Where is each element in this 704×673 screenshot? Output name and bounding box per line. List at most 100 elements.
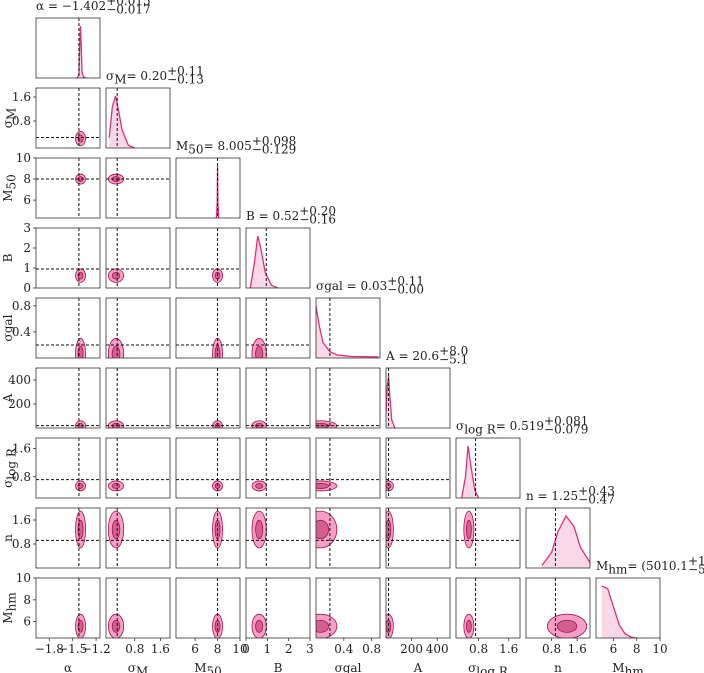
contour-1sigma	[465, 519, 472, 540]
x-tick-label: 6	[191, 642, 199, 656]
x-tick-label: −1.5	[58, 642, 87, 656]
panel	[246, 368, 310, 428]
contour-1sigma	[255, 483, 264, 489]
panel	[106, 298, 170, 358]
x-tick-label: 8	[633, 642, 641, 656]
panel-frame	[595, 577, 661, 639]
panel	[106, 508, 170, 568]
y-tick-label: 2	[23, 241, 31, 255]
marginal-area	[601, 586, 637, 638]
panel	[36, 88, 100, 148]
y-tick-label: 8	[23, 172, 31, 186]
panel-frame	[315, 297, 381, 359]
y-tick-label: 0.8	[12, 537, 31, 551]
panel-frame	[35, 297, 101, 359]
panel	[246, 438, 310, 498]
marginal-area	[250, 236, 278, 288]
panel-title: σ log R = 0.519 +0.081−0.079	[456, 414, 588, 437]
title-part: −0.129	[252, 143, 296, 157]
contour-1sigma	[214, 345, 221, 358]
title-part: +0.43	[578, 484, 615, 498]
title-part: = 0.20	[127, 69, 168, 83]
panel-frame	[315, 437, 381, 499]
panel	[316, 508, 380, 568]
contour-1sigma	[316, 483, 330, 489]
panel-frame	[35, 157, 101, 219]
y-tick-label: 6	[23, 193, 31, 207]
y-tick-label: 3	[23, 221, 31, 235]
contour-1sigma	[255, 345, 264, 358]
panel-frame	[245, 297, 311, 359]
y-tick-label: 0	[23, 281, 31, 295]
title-part: n = 1.25	[526, 489, 578, 503]
contour-2sigma	[75, 510, 86, 549]
panel	[251, 578, 267, 638]
contour-1sigma	[111, 519, 121, 540]
title-part: −0.13	[167, 73, 204, 87]
contour-1sigma	[316, 619, 330, 633]
label-part: n	[554, 661, 562, 673]
label-part: B	[1, 253, 15, 262]
panel-frame	[35, 17, 101, 79]
panel-frame	[525, 577, 591, 639]
panel	[246, 298, 310, 358]
panel-frame	[35, 227, 101, 289]
y-axis-label: σgal	[1, 314, 15, 341]
contour-1sigma	[111, 271, 121, 280]
x-axis-label: σgal	[335, 661, 362, 673]
x-tick-label: −1.2	[82, 642, 111, 656]
title-part: +0.098	[252, 134, 296, 148]
x-tick-label: 2	[285, 642, 293, 656]
panel-frame	[385, 367, 451, 429]
panel-frame	[35, 577, 101, 639]
contour-1sigma	[255, 619, 264, 633]
y-tick-label: 6	[23, 615, 31, 629]
panel-frame	[245, 577, 311, 639]
label-part: log R	[476, 665, 509, 673]
panel-title: B = 0.52 +0.20−0.16	[246, 204, 336, 227]
contour-2sigma	[107, 480, 125, 492]
title-part: α = −1.402	[36, 0, 106, 13]
panel	[36, 158, 100, 218]
panel	[106, 158, 170, 218]
marginal-line	[108, 95, 136, 148]
panel	[176, 228, 240, 288]
panel	[249, 228, 279, 288]
panel-title: n = 1.25 +0.43−0.47	[526, 484, 615, 507]
y-tick-label: 0.8	[12, 114, 31, 128]
x-tick-label: 1.6	[499, 642, 518, 656]
panel	[36, 228, 100, 288]
x-tick-label: 400	[426, 642, 449, 656]
panel	[106, 438, 170, 498]
panel-frame	[385, 577, 451, 639]
panel	[176, 368, 240, 428]
label-part: B	[274, 661, 283, 673]
panel-frame	[35, 507, 101, 569]
marginal-area	[542, 516, 590, 568]
panel	[76, 18, 87, 78]
panel	[386, 438, 450, 498]
label-part: M	[1, 189, 15, 201]
contour-2sigma	[75, 131, 86, 147]
panel	[106, 368, 170, 428]
label-part: n	[1, 534, 15, 542]
y-tick-label: 1.6	[12, 90, 31, 104]
y-tick-label: 10	[16, 571, 31, 585]
contour-2sigma	[107, 613, 125, 638]
label-part: M	[194, 661, 206, 673]
x-tick-label: 200	[400, 642, 423, 656]
label-part: 50	[5, 174, 19, 189]
x-axis-label: α	[64, 661, 72, 673]
x-tick-label: 8	[214, 642, 222, 656]
panel-frame	[245, 227, 311, 289]
panel	[108, 88, 136, 148]
title-part: σ	[456, 419, 464, 433]
title-part: −0.47	[578, 493, 615, 507]
panel-frame	[175, 367, 241, 429]
panel-frame	[175, 157, 241, 219]
label-part: M	[612, 661, 624, 673]
label-part: 50	[207, 665, 222, 673]
panel	[36, 438, 100, 498]
